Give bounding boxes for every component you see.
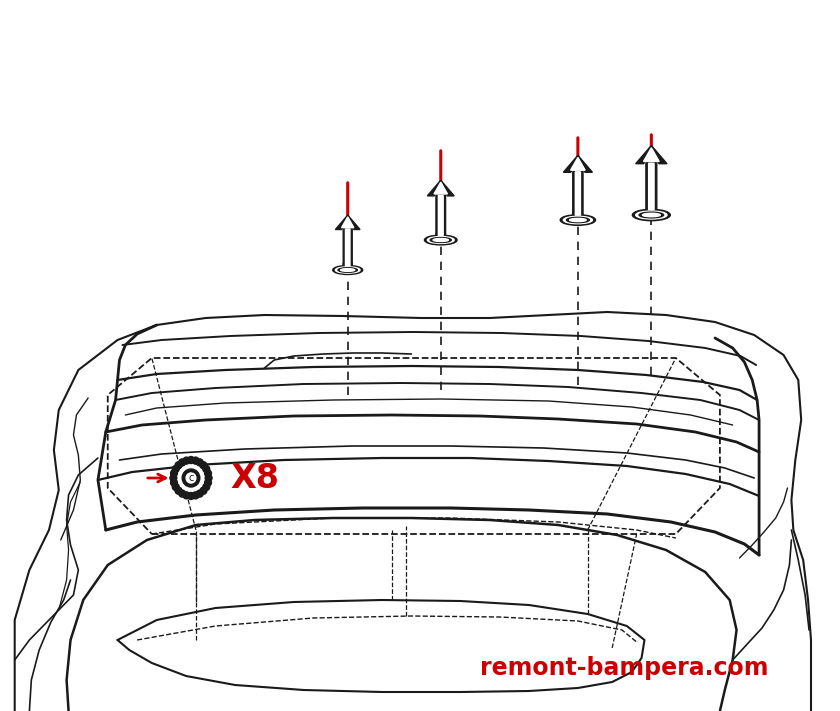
Circle shape — [205, 479, 212, 486]
Polygon shape — [564, 155, 592, 172]
Ellipse shape — [430, 237, 451, 242]
Circle shape — [182, 469, 200, 487]
Circle shape — [171, 479, 177, 486]
Circle shape — [179, 490, 186, 497]
Circle shape — [192, 457, 199, 464]
Circle shape — [170, 474, 176, 481]
Ellipse shape — [433, 238, 449, 242]
Ellipse shape — [338, 268, 357, 272]
Polygon shape — [335, 215, 360, 230]
FancyBboxPatch shape — [438, 196, 444, 235]
Circle shape — [197, 490, 203, 497]
Circle shape — [183, 492, 190, 499]
Circle shape — [192, 492, 199, 499]
Text: remont-bampera.com: remont-bampera.com — [480, 656, 769, 680]
Ellipse shape — [335, 267, 360, 273]
Circle shape — [171, 470, 177, 477]
Circle shape — [172, 483, 179, 491]
FancyBboxPatch shape — [575, 172, 580, 215]
Circle shape — [205, 474, 212, 481]
Polygon shape — [428, 180, 454, 196]
Circle shape — [183, 457, 190, 464]
Polygon shape — [643, 148, 659, 161]
Ellipse shape — [341, 269, 354, 272]
Circle shape — [175, 487, 182, 494]
Ellipse shape — [333, 265, 363, 274]
Polygon shape — [434, 182, 448, 194]
FancyBboxPatch shape — [345, 229, 350, 266]
Polygon shape — [570, 157, 585, 170]
Circle shape — [179, 459, 186, 466]
Circle shape — [172, 466, 179, 473]
Ellipse shape — [424, 235, 457, 245]
Ellipse shape — [643, 213, 660, 217]
Ellipse shape — [564, 216, 592, 224]
Ellipse shape — [566, 218, 590, 223]
Circle shape — [187, 456, 194, 464]
FancyBboxPatch shape — [573, 171, 583, 215]
FancyBboxPatch shape — [648, 164, 654, 210]
Ellipse shape — [560, 215, 596, 225]
Polygon shape — [342, 217, 354, 228]
Text: X8: X8 — [230, 461, 279, 494]
Ellipse shape — [570, 218, 586, 222]
Circle shape — [187, 493, 194, 500]
Ellipse shape — [639, 212, 664, 218]
Circle shape — [175, 461, 182, 469]
Polygon shape — [636, 146, 667, 164]
Circle shape — [177, 464, 205, 492]
Circle shape — [200, 461, 207, 469]
Circle shape — [197, 459, 203, 466]
Circle shape — [173, 460, 208, 496]
FancyBboxPatch shape — [436, 195, 445, 236]
Circle shape — [186, 473, 196, 483]
Circle shape — [202, 466, 210, 473]
Ellipse shape — [633, 209, 670, 220]
FancyBboxPatch shape — [646, 163, 657, 210]
Text: c: c — [188, 473, 194, 483]
Ellipse shape — [428, 237, 454, 243]
Ellipse shape — [636, 211, 667, 219]
Circle shape — [202, 483, 210, 491]
Circle shape — [200, 487, 207, 494]
FancyBboxPatch shape — [344, 228, 352, 267]
Circle shape — [205, 470, 212, 477]
